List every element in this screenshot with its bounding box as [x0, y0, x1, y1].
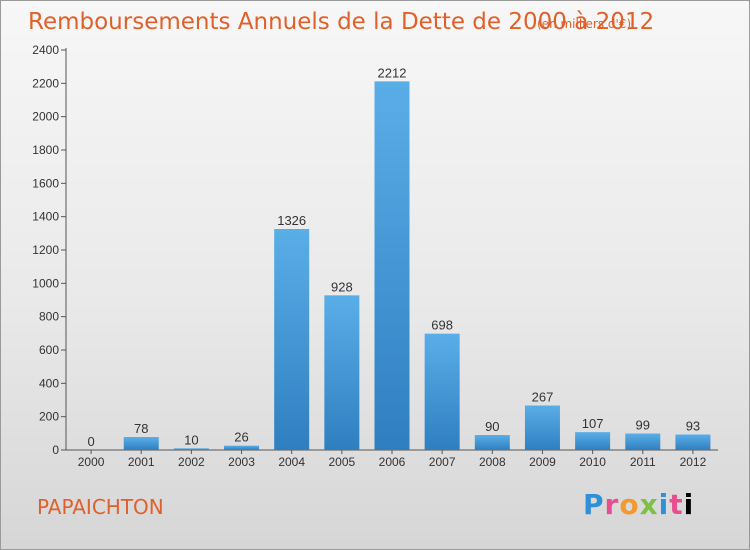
bar — [424, 333, 460, 450]
y-tick-label: 1600 — [32, 176, 59, 190]
bar — [625, 433, 661, 450]
x-tick-label: 2009 — [529, 455, 556, 469]
bar — [274, 229, 310, 450]
bar — [575, 432, 611, 450]
bar-value-label: 0 — [87, 434, 94, 449]
bar — [374, 81, 410, 450]
y-tick-label: 1800 — [32, 143, 59, 157]
y-tick-label: 0 — [52, 443, 59, 457]
x-tick-label: 2006 — [379, 455, 406, 469]
x-tick-label: 2002 — [178, 455, 205, 469]
bar — [324, 295, 360, 450]
x-tick-label: 2007 — [429, 455, 456, 469]
chart-title: Remboursements Annuels de la Dette de 20… — [28, 9, 655, 35]
bar-value-label: 26 — [234, 430, 248, 445]
logo-letter: t — [669, 488, 684, 521]
x-tick-label: 2005 — [328, 455, 355, 469]
y-tick-label: 400 — [39, 376, 59, 390]
y-tick-label: 2400 — [32, 43, 59, 57]
proxiti-logo: Proxiti — [583, 488, 694, 521]
bar-value-label: 78 — [134, 421, 148, 436]
bar — [224, 445, 260, 450]
y-tick-label: 1400 — [32, 210, 59, 224]
y-tick-label: 800 — [39, 310, 59, 324]
x-tick-label: 2008 — [479, 455, 506, 469]
x-tick-label: 2012 — [680, 455, 707, 469]
y-tick-label: 2000 — [32, 110, 59, 124]
bar-value-label: 90 — [485, 419, 499, 434]
bar — [123, 437, 159, 450]
y-tick-label: 1000 — [32, 276, 59, 290]
logo-letter: P — [583, 488, 605, 521]
unit-note: (en milliers d'€) — [537, 17, 632, 31]
bar-value-label: 2212 — [378, 65, 407, 80]
x-tick-label: 2000 — [78, 455, 105, 469]
y-tick-label: 1200 — [32, 243, 59, 257]
y-tick-label: 600 — [39, 343, 59, 357]
bar — [675, 434, 711, 450]
logo-letter: r — [604, 488, 620, 521]
bar-value-label: 10 — [184, 432, 198, 447]
bar — [474, 435, 510, 450]
bar — [173, 448, 209, 450]
x-tick-label: 2011 — [630, 455, 656, 469]
bar-value-label: 1326 — [277, 213, 306, 228]
bar-value-label: 928 — [331, 279, 353, 294]
logo-letter: i — [658, 488, 670, 521]
logo-letter: x — [639, 488, 659, 521]
bar-value-label: 107 — [582, 416, 604, 431]
logo-letter: i — [683, 488, 695, 521]
bar-value-label: 93 — [686, 419, 700, 434]
x-tick-label: 2004 — [278, 455, 305, 469]
y-tick-label: 2200 — [32, 76, 59, 90]
x-tick-label: 2001 — [128, 455, 155, 469]
x-tick-label: 2010 — [579, 455, 606, 469]
bar-value-label: 99 — [636, 418, 650, 433]
y-tick-label: 200 — [39, 410, 59, 424]
bar-value-label: 698 — [431, 318, 453, 333]
logo-letter: o — [619, 488, 640, 521]
bar — [524, 405, 560, 450]
x-tick-label: 2003 — [228, 455, 255, 469]
bar-value-label: 267 — [532, 390, 554, 405]
town-name: PAPAICHTON — [37, 495, 164, 519]
